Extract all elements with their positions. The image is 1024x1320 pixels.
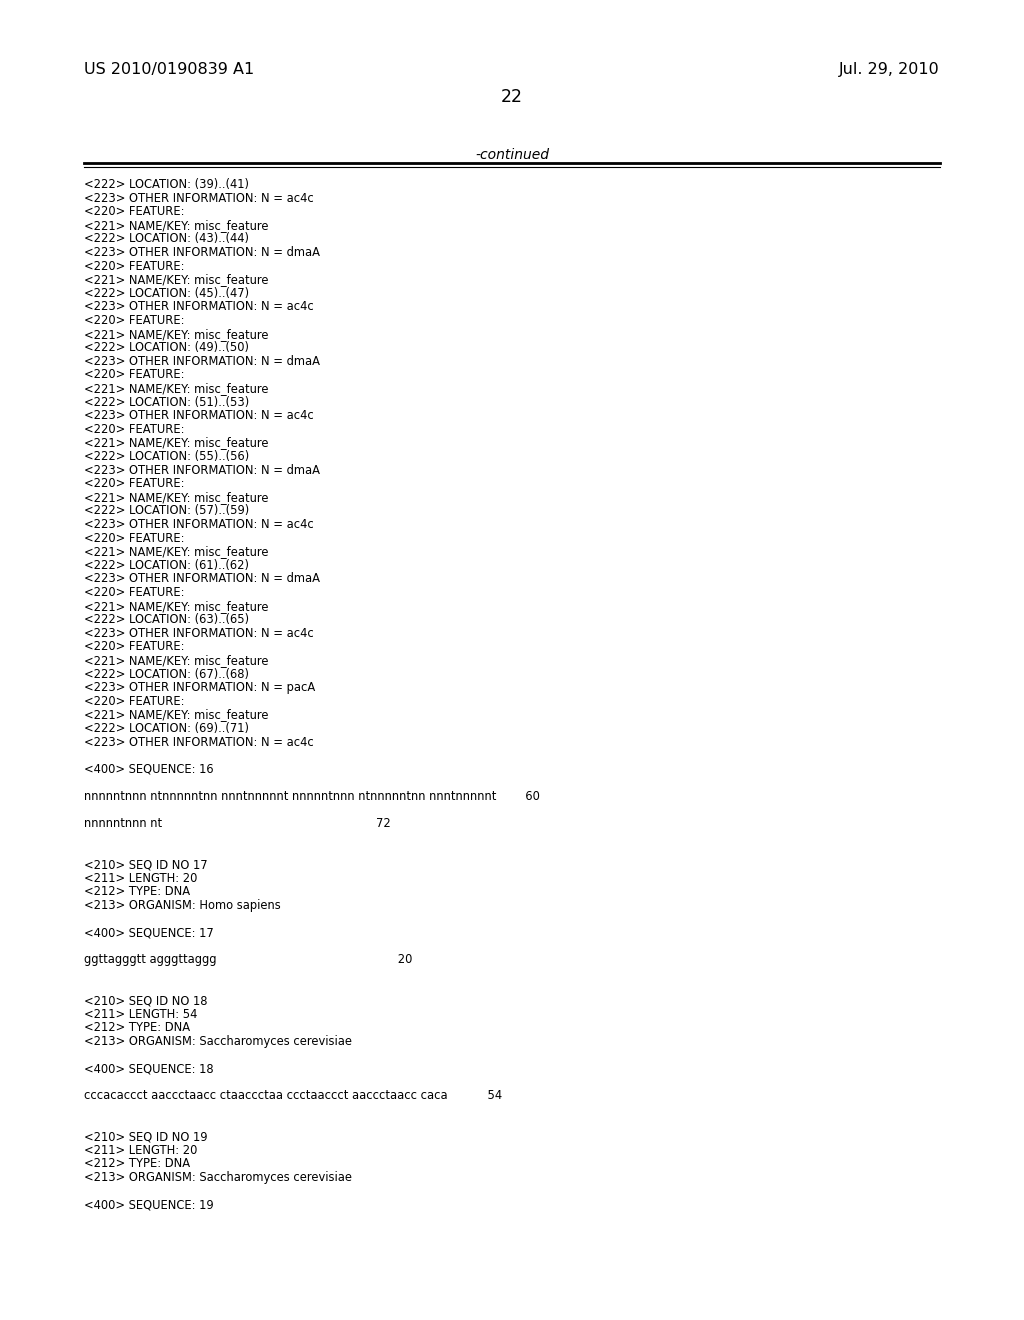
Text: <223> OTHER INFORMATION: N = dmaA: <223> OTHER INFORMATION: N = dmaA: [84, 355, 319, 368]
Text: <213> ORGANISM: Homo sapiens: <213> ORGANISM: Homo sapiens: [84, 899, 281, 912]
Text: <223> OTHER INFORMATION: N = ac4c: <223> OTHER INFORMATION: N = ac4c: [84, 409, 313, 422]
Text: <221> NAME/KEY: misc_feature: <221> NAME/KEY: misc_feature: [84, 709, 268, 722]
Text: <210> SEQ ID NO 19: <210> SEQ ID NO 19: [84, 1130, 208, 1143]
Text: <211> LENGTH: 20: <211> LENGTH: 20: [84, 1143, 198, 1156]
Text: <222> LOCATION: (57)..(59): <222> LOCATION: (57)..(59): [84, 504, 249, 517]
Text: <223> OTHER INFORMATION: N = ac4c: <223> OTHER INFORMATION: N = ac4c: [84, 191, 313, 205]
Text: <222> LOCATION: (55)..(56): <222> LOCATION: (55)..(56): [84, 450, 249, 463]
Text: <220> FEATURE:: <220> FEATURE:: [84, 368, 184, 381]
Text: <212> TYPE: DNA: <212> TYPE: DNA: [84, 1158, 190, 1171]
Text: <210> SEQ ID NO 17: <210> SEQ ID NO 17: [84, 858, 208, 871]
Text: <222> LOCATION: (45)..(47): <222> LOCATION: (45)..(47): [84, 286, 249, 300]
Text: <222> LOCATION: (69)..(71): <222> LOCATION: (69)..(71): [84, 722, 249, 735]
Text: <222> LOCATION: (39)..(41): <222> LOCATION: (39)..(41): [84, 178, 249, 191]
Text: <221> NAME/KEY: misc_feature: <221> NAME/KEY: misc_feature: [84, 599, 268, 612]
Text: <220> FEATURE:: <220> FEATURE:: [84, 586, 184, 599]
Text: <400> SEQUENCE: 16: <400> SEQUENCE: 16: [84, 763, 214, 776]
Text: <222> LOCATION: (51)..(53): <222> LOCATION: (51)..(53): [84, 396, 249, 409]
Text: <221> NAME/KEY: misc_feature: <221> NAME/KEY: misc_feature: [84, 219, 268, 232]
Text: <220> FEATURE:: <220> FEATURE:: [84, 640, 184, 653]
Text: nnnnntnnn nt                                                           72: nnnnntnnn nt 72: [84, 817, 391, 830]
Text: <213> ORGANISM: Saccharomyces cerevisiae: <213> ORGANISM: Saccharomyces cerevisiae: [84, 1035, 352, 1048]
Text: <220> FEATURE:: <220> FEATURE:: [84, 314, 184, 327]
Text: <220> FEATURE:: <220> FEATURE:: [84, 422, 184, 436]
Text: <223> OTHER INFORMATION: N = ac4c: <223> OTHER INFORMATION: N = ac4c: [84, 517, 313, 531]
Text: cccacaccct aaccctaacc ctaaccctaa ccctaaccct aaccctaacc caca           54: cccacaccct aaccctaacc ctaaccctaa ccctaac…: [84, 1089, 502, 1102]
Text: <223> OTHER INFORMATION: N = dmaA: <223> OTHER INFORMATION: N = dmaA: [84, 573, 319, 585]
Text: -continued: -continued: [475, 148, 549, 162]
Text: <210> SEQ ID NO 18: <210> SEQ ID NO 18: [84, 994, 208, 1007]
Text: <220> FEATURE:: <220> FEATURE:: [84, 532, 184, 545]
Text: <212> TYPE: DNA: <212> TYPE: DNA: [84, 1022, 190, 1034]
Text: <221> NAME/KEY: misc_feature: <221> NAME/KEY: misc_feature: [84, 491, 268, 504]
Text: US 2010/0190839 A1: US 2010/0190839 A1: [84, 62, 254, 77]
Text: 22: 22: [501, 88, 523, 106]
Text: <222> LOCATION: (61)..(62): <222> LOCATION: (61)..(62): [84, 558, 249, 572]
Text: <211> LENGTH: 54: <211> LENGTH: 54: [84, 1007, 198, 1020]
Text: <221> NAME/KEY: misc_feature: <221> NAME/KEY: misc_feature: [84, 653, 268, 667]
Text: <222> LOCATION: (67)..(68): <222> LOCATION: (67)..(68): [84, 668, 249, 681]
Text: <400> SEQUENCE: 17: <400> SEQUENCE: 17: [84, 927, 214, 939]
Text: <221> NAME/KEY: misc_feature: <221> NAME/KEY: misc_feature: [84, 327, 268, 341]
Text: Jul. 29, 2010: Jul. 29, 2010: [840, 62, 940, 77]
Text: <213> ORGANISM: Saccharomyces cerevisiae: <213> ORGANISM: Saccharomyces cerevisiae: [84, 1171, 352, 1184]
Text: <223> OTHER INFORMATION: N = pacA: <223> OTHER INFORMATION: N = pacA: [84, 681, 315, 694]
Text: <222> LOCATION: (49)..(50): <222> LOCATION: (49)..(50): [84, 341, 249, 354]
Text: <211> LENGTH: 20: <211> LENGTH: 20: [84, 871, 198, 884]
Text: <221> NAME/KEY: misc_feature: <221> NAME/KEY: misc_feature: [84, 273, 268, 286]
Text: <222> LOCATION: (43)..(44): <222> LOCATION: (43)..(44): [84, 232, 249, 246]
Text: <223> OTHER INFORMATION: N = ac4c: <223> OTHER INFORMATION: N = ac4c: [84, 735, 313, 748]
Text: <221> NAME/KEY: misc_feature: <221> NAME/KEY: misc_feature: [84, 545, 268, 558]
Text: <221> NAME/KEY: misc_feature: <221> NAME/KEY: misc_feature: [84, 381, 268, 395]
Text: <212> TYPE: DNA: <212> TYPE: DNA: [84, 886, 190, 898]
Text: <400> SEQUENCE: 18: <400> SEQUENCE: 18: [84, 1063, 214, 1074]
Text: <223> OTHER INFORMATION: N = ac4c: <223> OTHER INFORMATION: N = ac4c: [84, 301, 313, 313]
Text: <223> OTHER INFORMATION: N = ac4c: <223> OTHER INFORMATION: N = ac4c: [84, 627, 313, 640]
Text: <220> FEATURE:: <220> FEATURE:: [84, 478, 184, 490]
Text: nnnnntnnn ntnnnnntnn nnntnnnnnt nnnnntnnn ntnnnnntnn nnntnnnnnt        60: nnnnntnnn ntnnnnntnn nnntnnnnnt nnnnntnn…: [84, 789, 540, 803]
Text: ggttagggtt agggttaggg                                                  20: ggttagggtt agggttaggg 20: [84, 953, 413, 966]
Text: <400> SEQUENCE: 19: <400> SEQUENCE: 19: [84, 1199, 214, 1210]
Text: <220> FEATURE:: <220> FEATURE:: [84, 694, 184, 708]
Text: <223> OTHER INFORMATION: N = dmaA: <223> OTHER INFORMATION: N = dmaA: [84, 463, 319, 477]
Text: <221> NAME/KEY: misc_feature: <221> NAME/KEY: misc_feature: [84, 437, 268, 449]
Text: <220> FEATURE:: <220> FEATURE:: [84, 260, 184, 273]
Text: <220> FEATURE:: <220> FEATURE:: [84, 205, 184, 218]
Text: <222> LOCATION: (63)..(65): <222> LOCATION: (63)..(65): [84, 614, 249, 626]
Text: <223> OTHER INFORMATION: N = dmaA: <223> OTHER INFORMATION: N = dmaA: [84, 246, 319, 259]
